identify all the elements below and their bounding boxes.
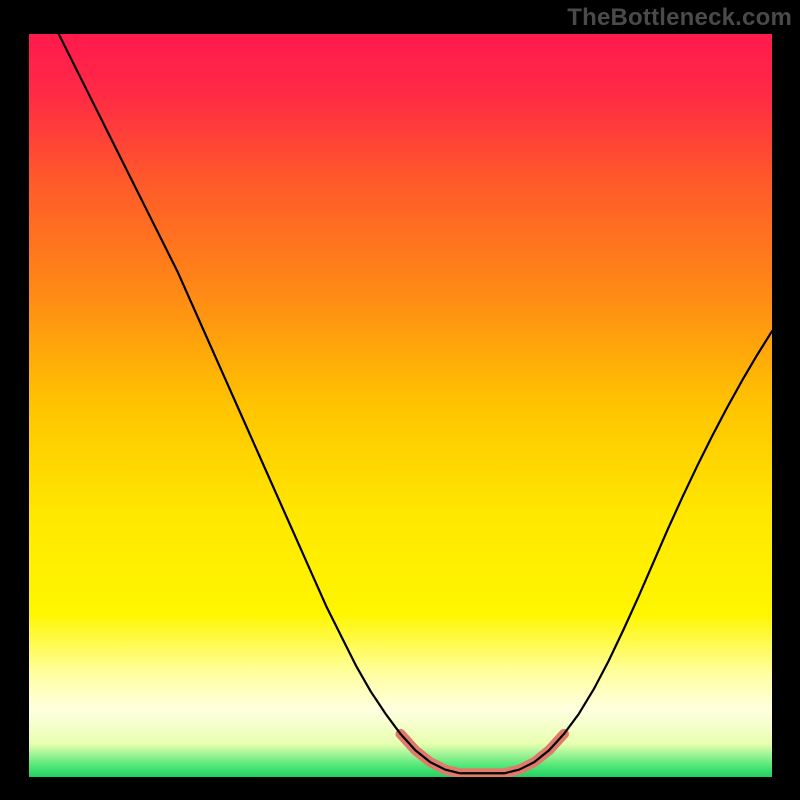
chart-canvas: TheBottleneck.com bbox=[0, 0, 800, 800]
watermark-text: TheBottleneck.com bbox=[567, 4, 792, 32]
plot-svg bbox=[29, 34, 772, 777]
plot-background bbox=[29, 34, 772, 777]
plot-area bbox=[29, 34, 772, 777]
